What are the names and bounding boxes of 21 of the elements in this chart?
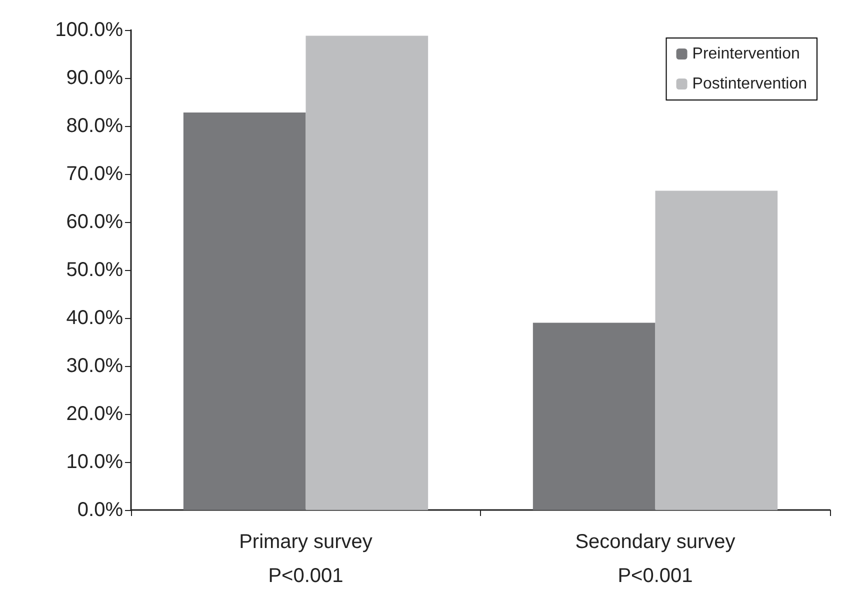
y-tick-label: 0.0% [77,499,124,521]
y-tick-label: 80.0% [66,115,124,137]
y-tick-label: 40.0% [66,307,124,329]
bar [532,322,656,510]
x-tick-label: Primary survey [239,531,372,553]
x-tick-label: Secondary survey [575,531,736,553]
y-tick-label: 30.0% [66,355,124,377]
y-tick-label: 10.0% [66,451,124,473]
legend-label: Preintervention [692,46,800,62]
text: P<0.001 [268,565,344,587]
y-tick-label: 20.0% [66,403,124,425]
y-tick-label: 50.0% [66,259,124,281]
legend-label: Postintervention [692,76,807,92]
bar [306,36,428,510]
bar [655,190,778,510]
text: P<0.001 [618,565,693,587]
y-tick-label: 60.0% [66,211,124,233]
bar [183,112,306,510]
y-tick-label: 70.0% [66,163,124,185]
y-tick-label: 100.0% [55,19,124,41]
y-tick-label: 90.0% [66,67,124,89]
